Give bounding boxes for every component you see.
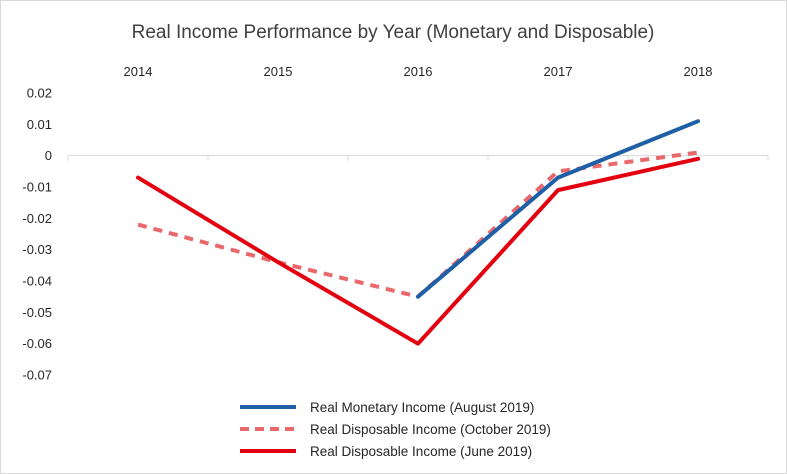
y-tick-label: -0.04 <box>22 274 52 289</box>
y-tick-label: -0.02 <box>22 211 52 226</box>
legend-label-2: Real Disposable Income (June 2019) <box>310 444 532 459</box>
y-tick-label: -0.06 <box>22 336 52 351</box>
y-tick-label: -0.07 <box>22 368 52 383</box>
y-axis: 0.02 0.01 0 -0.01 -0.02 -0.03 -0.04 -0.05 -0.06 -… <box>22 86 52 383</box>
series-line-1 <box>137 150 699 299</box>
y-tick-label: 0.01 <box>27 117 52 132</box>
x-axis: 2014 2015 2016 2017 2018 <box>67 64 769 161</box>
legend: Real Monetary Income (August 2019) Real D… <box>240 400 551 459</box>
x-tick-label: 2017 <box>544 64 573 79</box>
legend-label-1: Real Disposable Income (October 2019) <box>310 422 551 437</box>
y-tick-label: -0.03 <box>22 242 52 257</box>
x-tick-label: 2014 <box>124 64 153 79</box>
y-tick-label: -0.05 <box>22 305 52 320</box>
x-tick-label: 2018 <box>684 64 713 79</box>
series-line-0 <box>416 119 700 299</box>
legend-label-0: Real Monetary Income (August 2019) <box>310 400 534 415</box>
series-line-2 <box>136 156 700 346</box>
series-lines <box>136 119 700 346</box>
y-tick-label: -0.01 <box>22 180 52 195</box>
y-tick-label: 0 <box>45 148 52 163</box>
y-tick-label: 0.02 <box>27 86 52 101</box>
x-tick-label: 2015 <box>264 64 293 79</box>
chart-title: Real Income Performance by Year (Monetar… <box>132 22 655 43</box>
x-tick-label: 2016 <box>404 64 433 79</box>
